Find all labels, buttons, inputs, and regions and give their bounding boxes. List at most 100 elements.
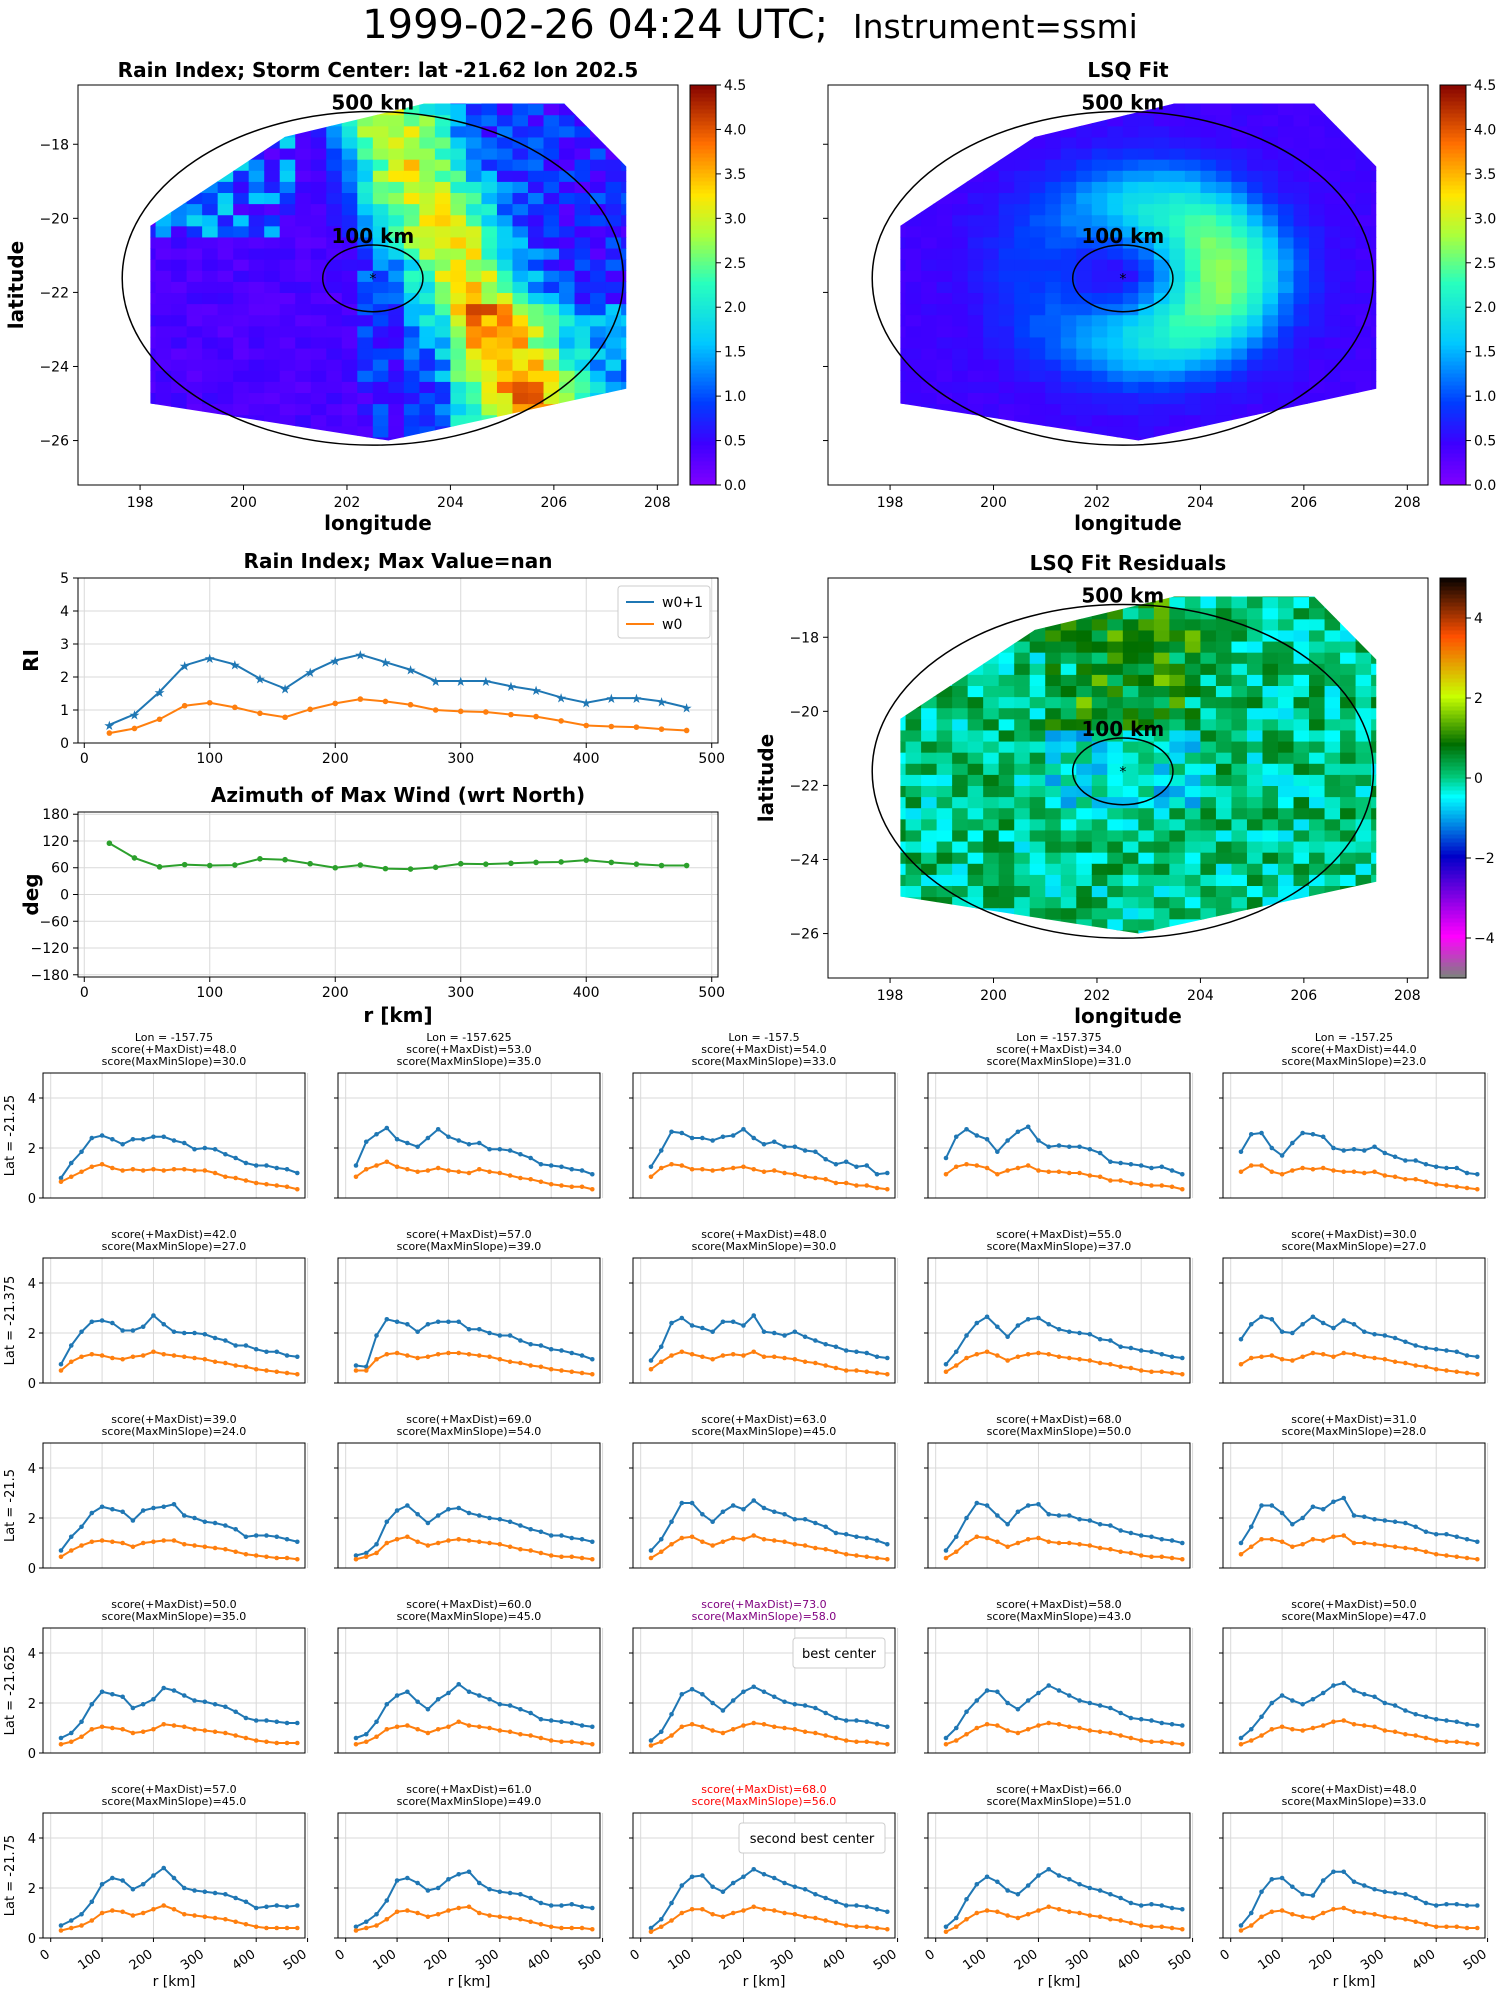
field-cell	[921, 370, 938, 382]
field-cell	[310, 381, 327, 394]
data-point: ★	[480, 675, 492, 690]
colorbar-cell	[1440, 341, 1466, 346]
field-cell	[905, 796, 922, 809]
field-cell	[171, 370, 188, 382]
field-cell	[450, 192, 467, 205]
field-cell	[264, 303, 281, 316]
field-cell	[543, 181, 560, 194]
field-cell	[905, 885, 922, 898]
field-cell	[1200, 114, 1217, 127]
score-min-slope: score(MaxMinSlope)=33.0	[692, 1055, 837, 1068]
field-cell	[967, 325, 984, 338]
field-cell	[264, 336, 281, 349]
data-point	[792, 1726, 798, 1732]
y-axis-label: RI	[19, 649, 43, 672]
data-point	[995, 1353, 1000, 1358]
data-point	[405, 1503, 410, 1508]
field-cell	[590, 203, 607, 216]
field-cell	[1184, 192, 1202, 205]
field-cell	[952, 796, 969, 809]
plot-frame	[927, 1442, 1191, 1569]
field-cell	[900, 718, 907, 731]
field-cell	[1293, 618, 1310, 631]
data-point	[854, 1164, 859, 1170]
field-cell	[233, 203, 250, 216]
field-cell	[450, 370, 467, 382]
field-cell	[233, 403, 250, 416]
colorbar-cell	[1440, 970, 1466, 975]
field-cell	[450, 225, 467, 238]
field-cell	[1169, 292, 1186, 305]
field-cell	[1215, 840, 1233, 853]
field-cell	[217, 403, 234, 416]
field-cell	[481, 347, 498, 360]
field-cell	[1045, 392, 1062, 405]
field-cell	[936, 292, 953, 305]
score-max-dist: score(+MaxDist)=30.0	[1291, 1228, 1416, 1241]
field-cell	[1045, 359, 1062, 371]
field-cell	[967, 336, 984, 349]
field-cell	[952, 896, 969, 909]
colorbar-cell	[1440, 674, 1466, 679]
field-cell	[1029, 136, 1046, 149]
field-cell	[264, 392, 281, 405]
field-cell	[264, 159, 281, 171]
field-cell	[590, 292, 607, 305]
field-cell	[419, 281, 436, 294]
data-point	[1331, 1499, 1336, 1505]
field-cell	[279, 247, 296, 260]
field-cell	[1309, 740, 1326, 753]
field-cell	[1076, 225, 1093, 238]
field-cell	[967, 829, 984, 842]
field-cell	[1231, 147, 1248, 160]
field-cell	[1169, 103, 1186, 116]
data-point	[1464, 1353, 1470, 1358]
data-point	[1108, 1159, 1113, 1165]
field-cell	[403, 314, 420, 327]
field-cell	[1340, 270, 1357, 282]
field-cell	[1246, 370, 1264, 382]
data-point	[374, 1356, 379, 1362]
field-cell	[921, 203, 938, 216]
x-tick-label: 300	[447, 751, 474, 767]
map-field	[150, 103, 627, 441]
field-cell	[465, 214, 483, 227]
colorbar-cell	[1440, 197, 1466, 202]
data-point	[689, 1534, 695, 1540]
data-point	[110, 1355, 115, 1361]
field-cell	[481, 314, 498, 327]
field-cell	[388, 259, 405, 271]
field-cell	[419, 247, 436, 260]
field-cell	[155, 370, 172, 382]
colorbar-cell	[1440, 738, 1466, 743]
data-point	[140, 1136, 146, 1142]
field-cell	[217, 292, 234, 305]
field-cell	[388, 236, 405, 249]
field-cell	[1060, 707, 1077, 720]
data-point	[1361, 1514, 1367, 1520]
field-cell	[1262, 807, 1279, 820]
data-point	[394, 1136, 400, 1142]
field-cell	[1107, 192, 1124, 205]
data-point	[151, 1134, 156, 1140]
data-point	[405, 1166, 410, 1172]
field-cell	[1153, 640, 1170, 653]
data-point	[833, 1344, 839, 1350]
colorbar-cell	[1440, 946, 1466, 951]
field-cell	[1169, 270, 1186, 282]
field-cell	[574, 225, 591, 238]
field-cell	[528, 181, 545, 194]
colorbar-cell	[1440, 846, 1466, 851]
field-cell	[403, 181, 420, 194]
field-cell	[1262, 403, 1279, 416]
field-cell	[1060, 314, 1077, 327]
data-point	[1413, 1524, 1418, 1530]
field-cell	[341, 270, 358, 282]
field-cell	[1324, 370, 1341, 382]
data-point	[741, 1164, 746, 1170]
field-cell	[1138, 236, 1155, 249]
data-point	[864, 1554, 870, 1560]
field-cell	[905, 270, 922, 282]
field-cell	[543, 103, 560, 105]
field-cell	[1324, 663, 1341, 675]
